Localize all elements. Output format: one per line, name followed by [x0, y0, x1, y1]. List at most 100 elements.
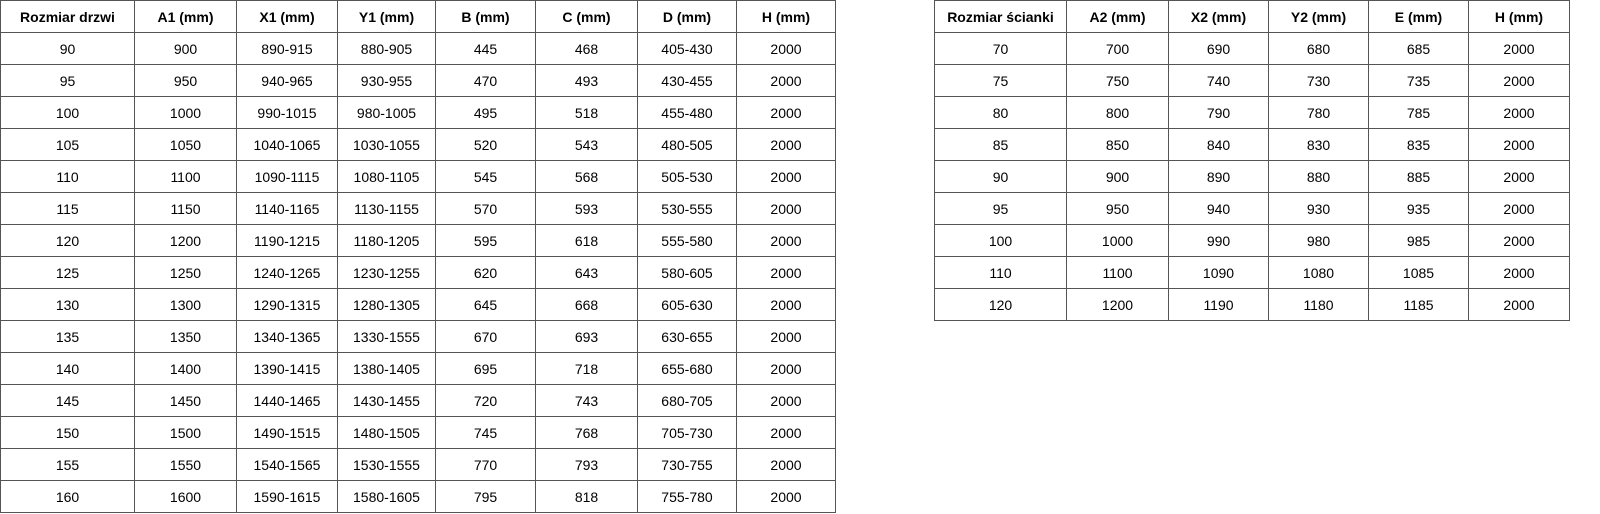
- table-cell: 930: [1268, 192, 1369, 225]
- table-row: 85 850 840 830 835 2000: [934, 128, 1570, 161]
- table-cell: 755-780: [637, 480, 737, 513]
- table-cell: 593: [535, 192, 638, 225]
- column-header: C (mm): [535, 0, 638, 33]
- table-cell: 1040-1065: [236, 128, 338, 161]
- table-cell: 595: [435, 224, 536, 257]
- table-row: 70 700 690 680 685 2000: [934, 32, 1570, 65]
- column-header: E (mm): [1368, 0, 1469, 33]
- table-cell: 1100: [1066, 256, 1169, 289]
- table-cell: 405-430: [637, 32, 737, 65]
- table-cell: 100: [0, 96, 135, 129]
- table-cell: 2000: [1468, 192, 1570, 225]
- table-cell: 105: [0, 128, 135, 161]
- table-cell: 2000: [736, 160, 836, 193]
- table-cell: 1530-1555: [337, 448, 436, 481]
- column-header: A2 (mm): [1066, 0, 1169, 33]
- table-cell: 830: [1268, 128, 1369, 161]
- column-header: Rozmiar drzwi: [0, 0, 135, 33]
- table-cell: 900: [1066, 160, 1169, 193]
- table-cell: 480-505: [637, 128, 737, 161]
- table-cell: 850: [1066, 128, 1169, 161]
- table-cell: 2000: [1468, 128, 1570, 161]
- table-cell: 618: [535, 224, 638, 257]
- table-row: 100 1000 990-1015 980-1005 495 518 455-480 2000: [0, 96, 836, 129]
- table-cell: 985: [1368, 224, 1469, 257]
- table-cell: 900: [134, 32, 237, 65]
- table-cell: 1185: [1368, 288, 1469, 321]
- table-cell: 495: [435, 96, 536, 129]
- table-cell: 1000: [134, 96, 237, 129]
- table-cell: 980: [1268, 224, 1369, 257]
- table-cell: 668: [535, 288, 638, 321]
- table-cell: 2000: [1468, 96, 1570, 129]
- table-cell: 468: [535, 32, 638, 65]
- table-cell: 505-530: [637, 160, 737, 193]
- table-row: 95 950 940 930 935 2000: [934, 192, 1570, 225]
- table-row: 90 900 890 880 885 2000: [934, 160, 1570, 193]
- table-cell: 75: [934, 64, 1067, 97]
- table-row: 110 1100 1090 1080 1085 2000: [934, 256, 1570, 289]
- table-cell: 1050: [134, 128, 237, 161]
- table-cell: 1350: [134, 320, 237, 353]
- table-cell: 1540-1565: [236, 448, 338, 481]
- table-cell: 70: [934, 32, 1067, 65]
- table-cell: 1190: [1168, 288, 1269, 321]
- table-cell: 2000: [736, 352, 836, 385]
- table-cell: 935: [1368, 192, 1469, 225]
- table-cell: 2000: [736, 128, 836, 161]
- table-cell: 580-605: [637, 256, 737, 289]
- table-cell: 950: [134, 64, 237, 97]
- table-cell: 520: [435, 128, 536, 161]
- table-cell: 1130-1155: [337, 192, 436, 225]
- table-row: 90 900 890-915 880-905 445 468 405-430 2000: [0, 32, 836, 65]
- table-cell: 1030-1055: [337, 128, 436, 161]
- table-cell: 630-655: [637, 320, 737, 353]
- table-cell: 750: [1066, 64, 1169, 97]
- table-row: 140 1400 1390-1415 1380-1405 695 718 655-680 20…: [0, 352, 836, 385]
- table-row: 155 1550 1540-1565 1530-1555 770 793 730-755 20…: [0, 448, 836, 481]
- table-header-row: Rozmiar drzwi A1 (mm) X1 (mm) Y1 (mm) B (mm)…: [0, 0, 836, 33]
- table-cell: 1500: [134, 416, 237, 449]
- table-cell: 1090: [1168, 256, 1269, 289]
- table-header-row: Rozmiar ścianki A2 (mm) X2 (mm) Y2 (mm) E (m…: [934, 0, 1570, 33]
- column-header: X1 (mm): [236, 0, 338, 33]
- column-header: Y2 (mm): [1268, 0, 1369, 33]
- table-cell: 620: [435, 256, 536, 289]
- table-cell: 140: [0, 352, 135, 385]
- table-cell: 605-630: [637, 288, 737, 321]
- table-cell: 2000: [736, 32, 836, 65]
- table-cell: 2000: [736, 448, 836, 481]
- table-cell: 930-955: [337, 64, 436, 97]
- table-cell: 85: [934, 128, 1067, 161]
- table-cell: 1180-1205: [337, 224, 436, 257]
- table-cell: 2000: [1468, 224, 1570, 257]
- table-cell: 645: [435, 288, 536, 321]
- table-cell: 890: [1168, 160, 1269, 193]
- column-header: Rozmiar ścianki: [934, 0, 1067, 33]
- table-cell: 518: [535, 96, 638, 129]
- table-cell: 743: [535, 384, 638, 417]
- table-cell: 1140-1165: [236, 192, 338, 225]
- table-cell: 1490-1515: [236, 416, 338, 449]
- table-row: 110 1100 1090-1115 1080-1105 545 568 505-530 20…: [0, 160, 836, 193]
- table-cell: 795: [435, 480, 536, 513]
- table-cell: 1100: [134, 160, 237, 193]
- table-cell: 1600: [134, 480, 237, 513]
- table-cell: 950: [1066, 192, 1169, 225]
- table-cell: 1180: [1268, 288, 1369, 321]
- table-cell: 1590-1615: [236, 480, 338, 513]
- table-cell: 1090-1115: [236, 160, 338, 193]
- table-cell: 1250: [134, 256, 237, 289]
- table-cell: 1240-1265: [236, 256, 338, 289]
- table-cell: 90: [934, 160, 1067, 193]
- table-cell: 110: [0, 160, 135, 193]
- table-cell: 793: [535, 448, 638, 481]
- table-cell: 700: [1066, 32, 1169, 65]
- door-size-table: Rozmiar drzwi A1 (mm) X1 (mm) Y1 (mm) B (mm)…: [0, 0, 836, 513]
- table-cell: 2000: [1468, 64, 1570, 97]
- table-cell: 940: [1168, 192, 1269, 225]
- table-cell: 780: [1268, 96, 1369, 129]
- table-cell: 90: [0, 32, 135, 65]
- column-header: H (mm): [1468, 0, 1570, 33]
- table-cell: 770: [435, 448, 536, 481]
